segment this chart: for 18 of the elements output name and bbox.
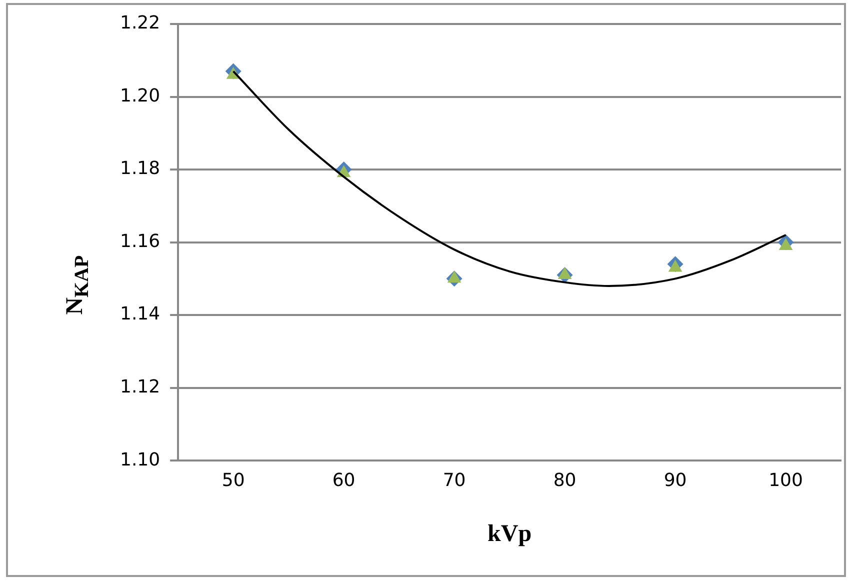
point: [447, 270, 462, 283]
point: [668, 260, 682, 272]
y-tick-label: 1.20: [120, 85, 160, 106]
x-tick-label: 70: [442, 470, 466, 492]
y-tick-label: 1.16: [120, 230, 160, 252]
y-tick-label: 1.10: [120, 449, 160, 470]
point: [778, 238, 793, 250]
x-tick-label: 80: [553, 470, 576, 492]
x-tick-label: 50: [222, 470, 245, 492]
y-tick-label: 1.14: [120, 304, 160, 325]
x-axis-title: kVp: [488, 520, 532, 547]
y-tick-label: 1.12: [120, 376, 160, 398]
y-tick-label: 1.18: [120, 158, 160, 180]
y-tick-label: 1.22: [120, 12, 160, 34]
point: [558, 267, 572, 280]
x-tick-label: 90: [664, 470, 687, 492]
x-tick-label: 60: [332, 470, 356, 492]
x-tick-label: 100: [768, 470, 803, 492]
